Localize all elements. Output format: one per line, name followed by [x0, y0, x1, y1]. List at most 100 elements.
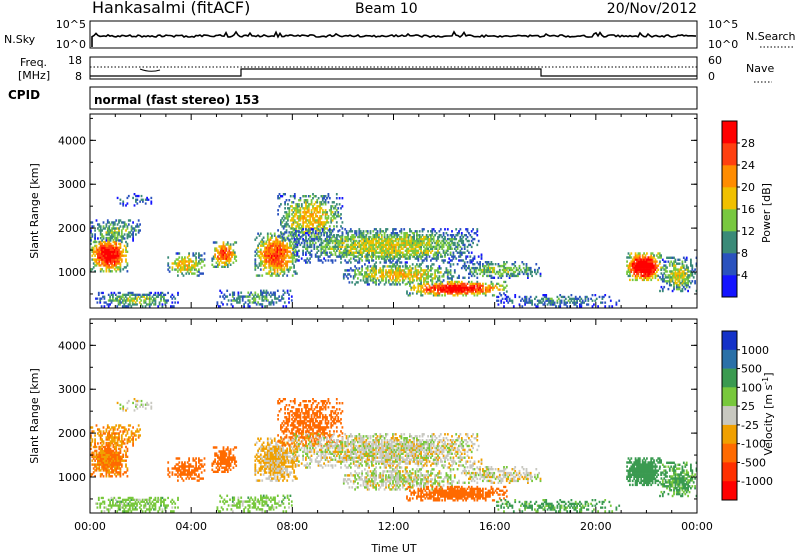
echo-cell	[677, 272, 680, 275]
echo-cell	[438, 288, 441, 291]
echo-cell	[111, 258, 113, 261]
echo-cell	[92, 246, 95, 249]
echo-cell	[261, 299, 264, 302]
echo-cell	[316, 205, 319, 208]
echo-cell	[196, 264, 199, 267]
echo-cell	[150, 297, 152, 300]
echo-cell	[144, 202, 147, 205]
echo-cell	[358, 273, 361, 276]
echo-cell	[505, 261, 508, 264]
echo-cell	[271, 250, 273, 253]
colorbar-tick-label: 24	[741, 159, 755, 172]
echo-cell	[411, 241, 414, 245]
echo-cell	[165, 301, 168, 304]
echo-cell	[413, 249, 415, 252]
echo-cell	[437, 257, 439, 260]
echo-cell	[272, 258, 275, 261]
echo-cell	[98, 465, 101, 468]
echo-cell	[104, 449, 106, 453]
echo-cell	[643, 276, 645, 280]
echo-cell	[641, 264, 644, 267]
echo-cell	[99, 299, 102, 302]
echo-cell	[273, 240, 276, 243]
echo-cell	[668, 274, 671, 277]
echo-cell	[434, 245, 436, 249]
echo-cell	[280, 252, 283, 255]
echo-cell	[240, 295, 243, 298]
echo-cell	[432, 239, 435, 243]
echo-cell	[203, 252, 206, 255]
echo-cell	[414, 269, 417, 272]
echo-cell	[349, 245, 352, 249]
echo-cell	[338, 243, 341, 247]
echo-cell	[214, 255, 216, 258]
echo-cell	[359, 247, 362, 250]
echo-cell	[291, 205, 293, 208]
echo-cell	[365, 279, 368, 282]
echo-cell	[427, 271, 429, 274]
echo-cell	[307, 228, 310, 231]
echo-cell	[324, 245, 327, 249]
echo-cell	[146, 297, 148, 300]
echo-cell	[590, 297, 592, 300]
echo-cell	[673, 272, 675, 275]
echo-cell	[501, 268, 504, 272]
echo-cell	[298, 203, 300, 206]
echo-cell	[401, 241, 404, 245]
echo-cell	[379, 281, 382, 284]
echo-cell	[407, 280, 410, 284]
echo-cell	[406, 235, 408, 239]
echo-cell	[386, 234, 389, 237]
echo-cell	[394, 228, 397, 231]
echo-cell	[117, 303, 120, 306]
echo-cell	[449, 239, 452, 243]
echo-cell	[425, 275, 428, 278]
echo-cell	[437, 271, 439, 274]
echo-cell	[627, 266, 630, 269]
echo-cell	[181, 256, 183, 259]
echo-cell	[324, 217, 327, 220]
echo-cell	[164, 301, 167, 304]
echo-cell	[678, 276, 681, 279]
echo-cell	[157, 293, 160, 296]
echo-cell	[364, 281, 366, 284]
echo-cell	[527, 268, 529, 272]
echo-cell	[226, 289, 229, 292]
echo-cell	[425, 259, 428, 262]
echo-cell	[372, 234, 375, 237]
echo-cell	[444, 259, 446, 262]
echo-cell	[225, 257, 228, 260]
echo-cell	[307, 205, 310, 208]
echo-cell	[431, 290, 434, 293]
echo-cell	[503, 301, 505, 304]
echo-cell	[271, 242, 273, 245]
echo-cell	[468, 239, 470, 243]
echo-cell	[233, 297, 236, 300]
echo-cell	[441, 275, 444, 278]
echo-cell	[276, 274, 279, 277]
echo-cell	[644, 262, 647, 265]
echo-cell	[118, 262, 120, 265]
echo-cell	[264, 254, 266, 257]
echo-cell	[503, 266, 505, 270]
echo-cell	[354, 269, 356, 272]
echo-cell	[468, 272, 470, 276]
echo-cell	[382, 239, 385, 243]
echo-cell	[320, 203, 323, 206]
echo-cell	[389, 239, 392, 243]
echo-cell	[278, 274, 280, 277]
echo-cell	[517, 268, 519, 272]
echo-cell	[394, 277, 397, 280]
echo-cell	[359, 271, 362, 274]
echo-cell	[105, 260, 108, 263]
echo-cell	[407, 294, 410, 297]
echo-cell	[327, 247, 330, 250]
echo-cell	[453, 247, 456, 250]
echo-cell	[657, 264, 660, 267]
echo-cell	[302, 217, 305, 220]
echo-cell	[369, 239, 372, 243]
echo-cell	[305, 207, 307, 210]
echo-cell	[112, 250, 115, 253]
echo-cell	[307, 259, 310, 262]
echo-cell	[226, 243, 229, 246]
